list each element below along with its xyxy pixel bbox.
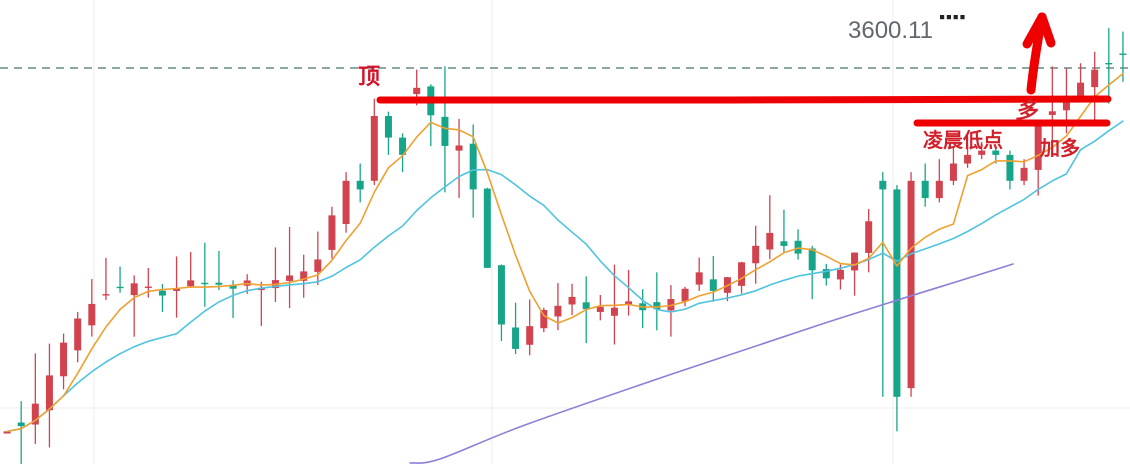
svg-text:加多: 加多 <box>1039 136 1080 160</box>
svg-text:凌晨低点: 凌晨低点 <box>923 128 1003 152</box>
svg-text:顶: 顶 <box>358 64 380 89</box>
svg-text:多: 多 <box>1015 98 1039 123</box>
svg-text:3600.11: 3600.11 <box>848 17 933 44</box>
